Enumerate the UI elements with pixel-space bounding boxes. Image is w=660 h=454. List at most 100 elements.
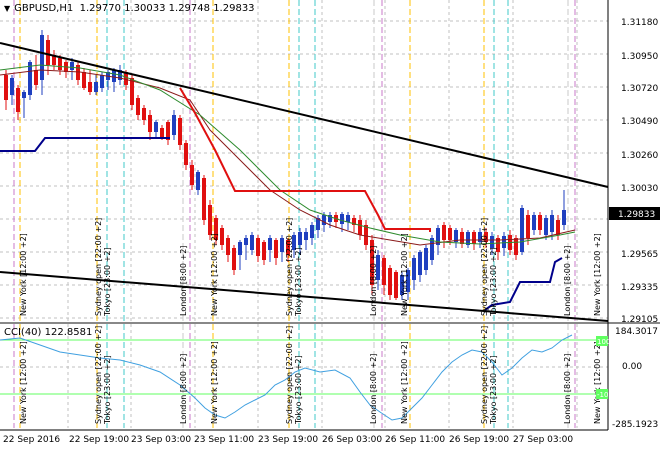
price-label: 1.29565 (621, 250, 658, 260)
candle-body (124, 72, 128, 85)
session-label: Sydney open [22:00 +2] (94, 218, 103, 316)
candle-body (142, 108, 146, 120)
candle-body (148, 115, 152, 132)
time-label: 27 Sep 03:00 (513, 435, 573, 445)
main-plot-area[interactable] (0, 0, 608, 322)
candle-body (412, 258, 416, 280)
channel-navy-line (0, 137, 170, 152)
session-label: New York [12:00 +2] (593, 341, 602, 424)
session-label: Sydney open [22:00 +2] (480, 218, 489, 316)
moving-averages (0, 64, 576, 311)
candle-body (184, 143, 188, 165)
candle-body (70, 62, 74, 70)
candle-body (364, 225, 368, 245)
price-label: 1.30030 (621, 184, 658, 194)
price-label: 1.30720 (621, 84, 658, 94)
candle-body (514, 238, 518, 255)
candle-body (232, 248, 236, 270)
price-label: 1.29105 (621, 315, 658, 325)
session-label: New York [12:00 +2] (400, 341, 409, 424)
session-label: New York [12:00 +2] (400, 233, 409, 316)
candle-body (286, 240, 290, 255)
candle-body (304, 232, 308, 240)
session-label: London [8:00 +2] (179, 354, 188, 424)
upper-trendline[interactable] (0, 42, 609, 188)
candle-body (28, 62, 32, 95)
ma-brown-line (0, 69, 576, 246)
candle-body (76, 65, 80, 80)
candle-body (370, 240, 374, 285)
candle-body (40, 35, 44, 80)
cci-indicator (0, 334, 608, 421)
cci-plot-area[interactable] (0, 324, 608, 428)
candle-body (238, 242, 242, 255)
session-label: Tokyo [23:00 +2] (489, 355, 498, 425)
candle-body (166, 122, 170, 140)
price-label: 1.29335 (621, 283, 658, 293)
current-price-tag: 1.29833 (609, 207, 660, 220)
ma-green-line (0, 64, 576, 245)
candle-body (190, 165, 194, 185)
candle-body (388, 268, 392, 295)
candle-body (22, 92, 26, 98)
cci-level-tags: 100 -100 (596, 336, 613, 399)
candle-body (112, 70, 116, 82)
session-label: London [8:00 +2] (369, 246, 378, 316)
price-axis[interactable]: 1.31180 1.30950 1.30720 1.30490 1.30260 … (621, 18, 658, 325)
chart-title[interactable]: ▼ GBPUSD,H1 1.29770 1.30033 1.29748 1.298… (4, 3, 255, 14)
candle-body (256, 238, 260, 256)
time-label: 23 Sep 11:00 (194, 435, 254, 445)
time-label: 23 Sep 19:00 (258, 435, 318, 445)
candle-body (262, 242, 266, 260)
cci-axis-label: -285.1923 (612, 420, 658, 430)
candle-body (136, 98, 140, 115)
time-label: 22 Sep 2016 (3, 435, 60, 445)
candle-body (346, 215, 350, 222)
candle-body (478, 232, 482, 242)
cci-axis[interactable]: 184.3017 0.00 -285.1923 (612, 327, 658, 430)
ma-red-line (179, 87, 431, 232)
candle-body (352, 218, 356, 225)
time-label: 26 Sep 03:00 (322, 435, 382, 445)
price-label: 1.31180 (621, 18, 658, 28)
candle-body (532, 215, 536, 230)
current-price-label: 1.29833 (618, 210, 655, 220)
candle-body (562, 210, 566, 225)
candle-body (130, 78, 134, 105)
candle-body (226, 238, 230, 255)
cci-level-label: 100 (597, 338, 610, 346)
candlesticks[interactable] (4, 30, 566, 300)
lower-trendline[interactable] (0, 271, 609, 322)
candle-body (88, 82, 92, 92)
candle-body (406, 270, 410, 292)
time-axis[interactable]: 22 Sep 2016 22 Sep 19:00 23 Sep 03:00 23… (3, 435, 573, 445)
time-label: 23 Sep 03:00 (131, 435, 191, 445)
candle-body (466, 232, 470, 245)
candle-body (442, 225, 446, 240)
candle-body (52, 55, 56, 65)
session-label: Tokyo [23:00 +2] (489, 247, 498, 317)
candle-body (496, 238, 500, 252)
candle-body (46, 40, 50, 65)
candle-body (544, 218, 548, 235)
candle-body (460, 232, 464, 244)
session-label: New York [12:00 +2] (19, 341, 28, 424)
candle-body (436, 228, 440, 245)
candle-body (16, 88, 20, 112)
triangle-down-icon[interactable]: ▼ (4, 4, 11, 13)
candle-body (208, 205, 212, 235)
cci-title: CCI(40) 122.8581 (4, 327, 92, 338)
candle-body (424, 248, 428, 270)
session-labels: New York [12:00 +2] Sydney open [22:00 +… (19, 218, 602, 317)
candle-body (322, 215, 326, 225)
time-label: 26 Sep 11:00 (385, 435, 445, 445)
candle-body (58, 58, 62, 70)
candle-body (358, 220, 362, 235)
price-label: 1.30260 (621, 151, 658, 161)
cci-label: CCI(40) 122.8581 (4, 327, 93, 338)
candle-body (472, 232, 476, 244)
cci-line (0, 334, 573, 421)
session-label: Sydney open [22:00 +2] (94, 326, 103, 424)
